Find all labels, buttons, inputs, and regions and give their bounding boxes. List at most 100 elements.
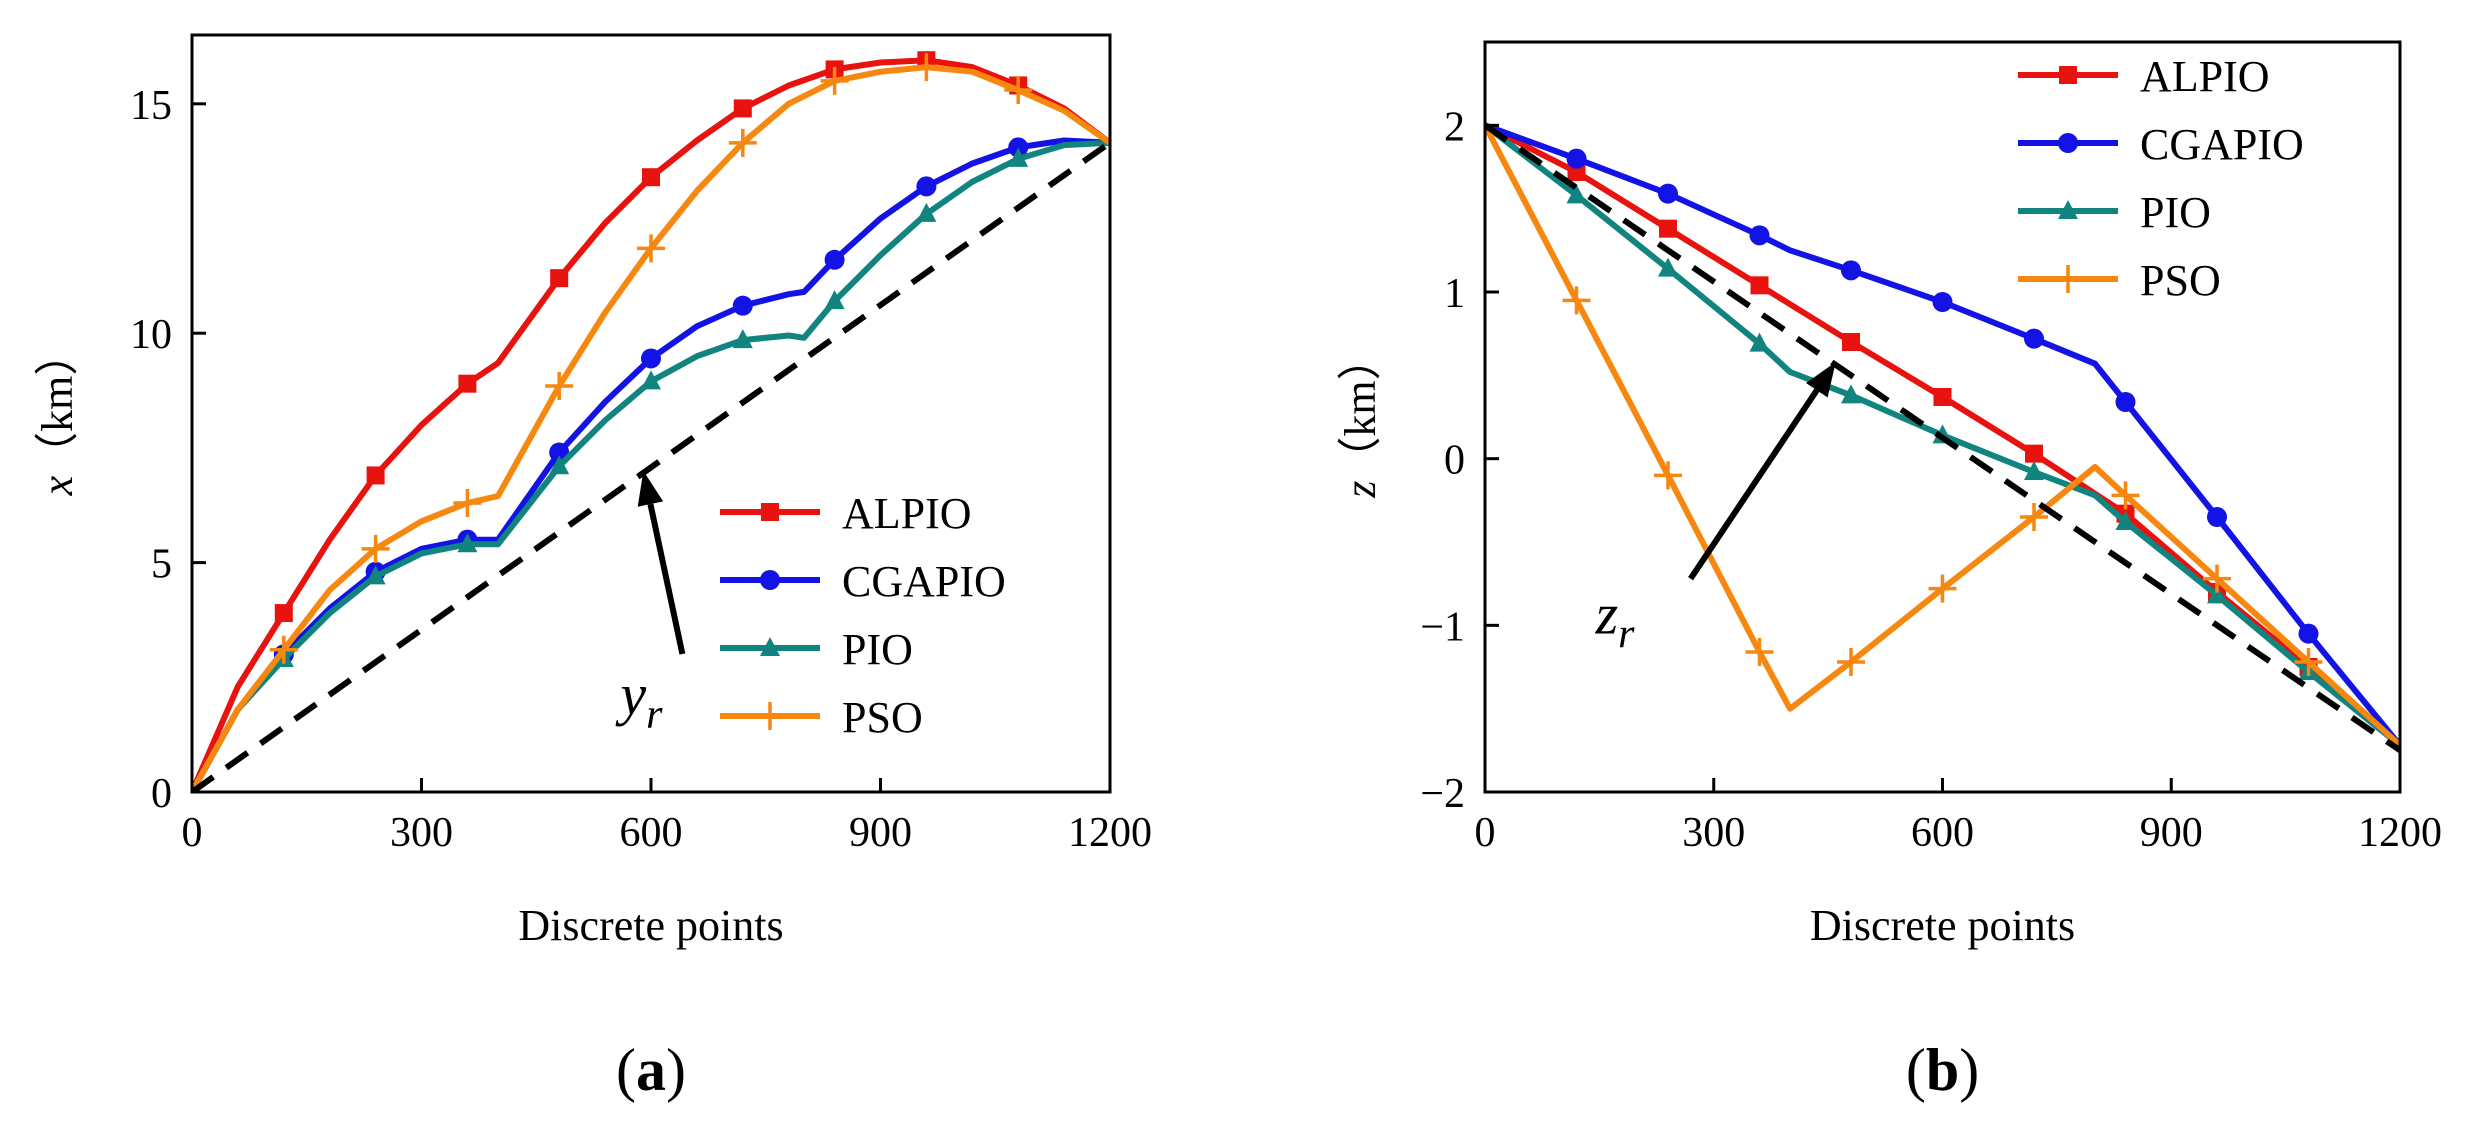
data-point-cgapio-7 bbox=[2207, 507, 2227, 527]
data-point-cgapio-0 bbox=[1566, 148, 1587, 169]
y-tick-label: 0 bbox=[151, 771, 172, 817]
data-point-pio-0 bbox=[1566, 184, 1587, 204]
data-point-pio-6 bbox=[2115, 511, 2136, 530]
data-point-alpio-3 bbox=[1842, 333, 1860, 351]
data-point-cgapio-6 bbox=[824, 249, 845, 270]
data-point-alpio-2 bbox=[458, 374, 477, 393]
data-point-pio-1 bbox=[365, 565, 386, 585]
data-point-cgapio-3 bbox=[1841, 260, 1861, 281]
legend-label-cgapio: CGAPIO bbox=[2140, 120, 2304, 169]
data-point-pio-3 bbox=[1841, 384, 1861, 404]
data-point-pio-5 bbox=[2024, 461, 2044, 480]
legend-label-cgapio: CGAPIO bbox=[842, 557, 1006, 606]
data-point-alpio-4 bbox=[642, 168, 660, 187]
data-point-pso-5 bbox=[2020, 503, 2048, 531]
y-tick-label: 1 bbox=[1444, 271, 1465, 317]
data-point-cgapio-2 bbox=[1749, 225, 1770, 246]
y-tick-label: 5 bbox=[151, 542, 172, 588]
data-point-cgapio-5 bbox=[2024, 328, 2044, 349]
x-tick-label: 600 bbox=[1911, 810, 1974, 856]
data-point-pio-6 bbox=[824, 290, 845, 310]
panel-letter: b bbox=[1926, 1037, 1959, 1103]
data-point-alpio-4 bbox=[1933, 388, 1952, 406]
data-point-alpio-2 bbox=[1750, 276, 1769, 295]
y-axis-unit: （km） bbox=[1336, 336, 1385, 480]
data-point-pso-6 bbox=[2111, 481, 2140, 510]
legend-marker-pio bbox=[760, 637, 780, 656]
y-tick-label: 10 bbox=[130, 312, 172, 358]
data-point-pso-5 bbox=[728, 128, 757, 157]
series-layer bbox=[192, 51, 1110, 792]
y-tick-label: 0 bbox=[1444, 438, 1465, 484]
x-axis-title: Discrete points bbox=[1810, 901, 2075, 950]
data-point-pio-2 bbox=[1749, 332, 1770, 352]
annotation-label: yr bbox=[615, 662, 663, 738]
x-tick-label: 0 bbox=[1475, 810, 1496, 856]
annotation-arrow-head bbox=[637, 470, 664, 507]
legend-marker-alpio bbox=[761, 503, 779, 521]
data-point-cgapio-8 bbox=[2298, 623, 2319, 644]
panel-letter: a bbox=[636, 1037, 666, 1103]
data-point-alpio-5 bbox=[2025, 444, 2043, 463]
x-tick-label: 300 bbox=[1682, 810, 1745, 856]
data-point-cgapio-8 bbox=[1008, 137, 1029, 158]
y-tick-label: 15 bbox=[130, 83, 172, 129]
series-line-reference bbox=[1485, 122, 2400, 753]
data-point-pso-3 bbox=[545, 371, 574, 400]
annotation-label: zr bbox=[1595, 582, 1636, 658]
x-tick-label: 1200 bbox=[1068, 810, 1152, 856]
legend-label-pio: PIO bbox=[2140, 188, 2211, 237]
data-point-pio-2 bbox=[457, 533, 478, 553]
annotation-arrow-shaft bbox=[647, 503, 686, 655]
data-point-cgapio-6 bbox=[2115, 392, 2136, 412]
data-point-pio-4 bbox=[641, 370, 661, 390]
data-point-pso-8 bbox=[1004, 76, 1033, 105]
data-point-pso-8 bbox=[2294, 648, 2323, 676]
y-axis-title: z（km） bbox=[1336, 336, 1385, 498]
data-point-pso-1 bbox=[361, 534, 390, 563]
x-axis-title: Discrete points bbox=[518, 901, 783, 950]
data-point-cgapio-1 bbox=[1658, 183, 1678, 204]
legend-marker-alpio bbox=[2059, 66, 2077, 84]
panel-label: (a) bbox=[616, 1037, 686, 1103]
x-tick-label: 0 bbox=[182, 810, 203, 856]
data-point-alpio-1 bbox=[1659, 219, 1677, 238]
legend-marker-cgapio bbox=[760, 570, 780, 590]
data-point-pio-1 bbox=[1658, 257, 1678, 277]
data-point-pso-0 bbox=[269, 635, 298, 664]
annotation-arrow-head bbox=[1806, 362, 1836, 398]
series-line-reference bbox=[192, 140, 1110, 792]
y-tick-label: −2 bbox=[1420, 771, 1465, 817]
data-point-pio-5 bbox=[732, 329, 753, 349]
legend-marker-pso bbox=[756, 702, 784, 730]
data-point-pio-8 bbox=[1008, 147, 1029, 167]
series-line-pio bbox=[192, 139, 1110, 792]
legend-label-pso: PSO bbox=[2140, 256, 2221, 305]
annotation-base: y bbox=[615, 662, 646, 727]
data-point-pio-7 bbox=[2207, 584, 2227, 604]
data-point-pso-7 bbox=[912, 53, 941, 82]
data-point-cgapio-4 bbox=[1932, 292, 1953, 312]
y-tick-label: −1 bbox=[1420, 604, 1465, 650]
y-axis-variable: z bbox=[1336, 481, 1385, 499]
series-line-cgapio bbox=[192, 137, 1110, 792]
x-tick-label: 900 bbox=[849, 810, 912, 856]
y-axis-variable: x bbox=[33, 475, 82, 496]
data-point-pso-7 bbox=[2203, 564, 2231, 593]
data-point-alpio-1 bbox=[366, 466, 385, 485]
y-axis-title: x（km） bbox=[33, 332, 82, 497]
y-axis-unit: （km） bbox=[33, 332, 82, 476]
panel-a-chart: 0 300 600 900 1200 0 5 10 15 Discrete points x（km）… bbox=[33, 33, 1152, 1103]
annotation-arrow-shaft bbox=[1688, 388, 1820, 581]
data-point-cgapio-4 bbox=[641, 348, 661, 369]
data-point-alpio-3 bbox=[550, 269, 569, 288]
data-point-pso-6 bbox=[820, 66, 849, 95]
y-tick-label: 2 bbox=[1444, 104, 1465, 150]
data-point-pso-3 bbox=[1837, 648, 1865, 676]
annotation-base: z bbox=[1595, 582, 1619, 647]
data-point-pso-1 bbox=[1654, 461, 1682, 490]
legend-marker-cgapio bbox=[2058, 133, 2078, 153]
legend-label-pso: PSO bbox=[842, 693, 923, 742]
data-point-pso-0 bbox=[1562, 286, 1591, 315]
plot-frame bbox=[190, 33, 1112, 794]
